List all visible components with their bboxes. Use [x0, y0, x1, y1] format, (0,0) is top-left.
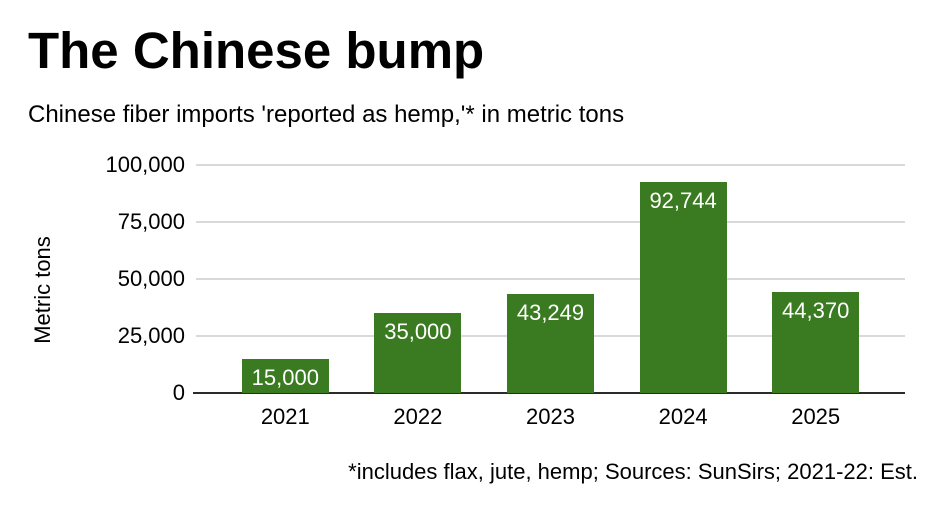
bar: 44,370	[772, 291, 860, 393]
y-tick-label: 100,000	[105, 152, 185, 177]
gridline	[196, 164, 905, 166]
chart-footnote: *includes flax, jute, hemp; Sources: Sun…	[348, 459, 918, 484]
bar: 43,249	[507, 294, 594, 393]
bar: 92,744	[639, 181, 727, 393]
y-tick-label: 50,000	[117, 266, 185, 291]
bar-value-label: 35,000	[384, 319, 452, 345]
y-tick-label: 75,000	[117, 209, 185, 234]
chart-title: The Chinese bump	[28, 22, 485, 79]
x-tick-label: 2024	[658, 404, 708, 429]
x-axis-line	[193, 392, 905, 394]
y-tick-label: 0	[172, 380, 185, 405]
plot-area: 15,000 35,000 43,249 92,744 44,370	[193, 164, 905, 394]
bar-value-label: 92,744	[649, 187, 717, 213]
bar-value-label: 44,370	[782, 297, 850, 323]
bar: 15,000	[241, 358, 329, 393]
chart-subtitle: Chinese fiber imports 'reported as hemp,…	[28, 101, 625, 128]
x-tick-label: 2022	[393, 404, 443, 429]
x-tick-label: 2025	[791, 404, 841, 429]
bar-value-label: 15,000	[251, 364, 319, 390]
bar-value-label: 43,249	[516, 300, 585, 326]
gridline	[196, 221, 905, 223]
x-tick-label: 2021	[260, 404, 310, 429]
bar: 35,000	[374, 313, 462, 393]
x-tick-label: 2023	[526, 404, 575, 429]
y-tick-label: 25,000	[117, 323, 185, 348]
gridline	[196, 278, 905, 280]
